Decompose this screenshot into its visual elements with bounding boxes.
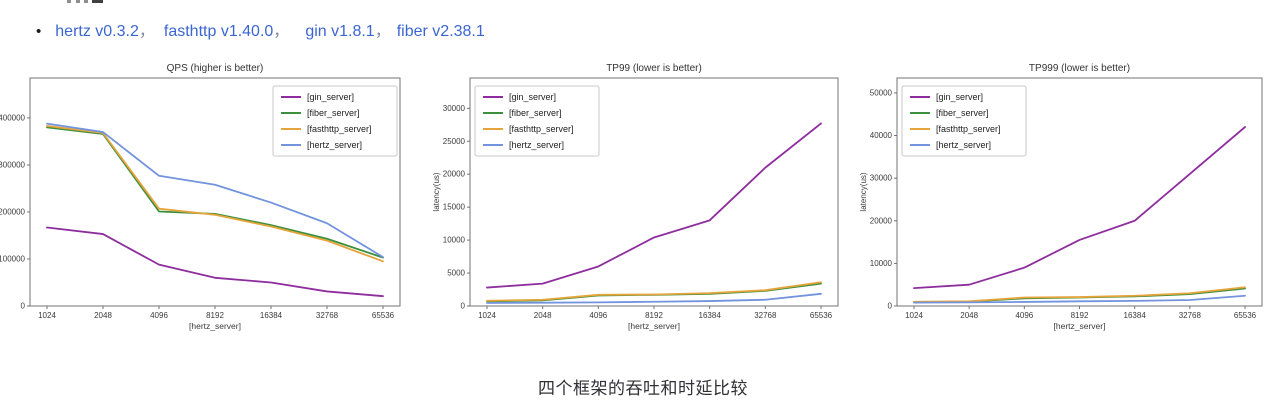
svg-text:65536: 65536 xyxy=(810,311,833,320)
svg-text:30000: 30000 xyxy=(870,174,893,183)
svg-text:32768: 32768 xyxy=(754,311,777,320)
benchmark-figure: QPS (higher is better) 0 100000 200000 30000… xyxy=(0,58,1280,348)
bullet-icon: • xyxy=(36,23,42,40)
clipped-glyph xyxy=(92,0,103,3)
svg-text:4096: 4096 xyxy=(1015,311,1033,320)
clipped-text-fragment xyxy=(0,0,140,4)
svg-text:[hertz_server]: [hertz_server] xyxy=(1054,321,1106,331)
svg-text:8192: 8192 xyxy=(206,311,224,320)
svg-text:[hertz_server]: [hertz_server] xyxy=(936,140,991,150)
svg-text:32768: 32768 xyxy=(1179,311,1202,320)
svg-text:[gin_server]: [gin_server] xyxy=(509,92,556,102)
svg-text:100000: 100000 xyxy=(0,254,26,263)
comma-separator: ， xyxy=(374,23,391,40)
clipped-glyph xyxy=(84,0,88,3)
link-hertz-version[interactable]: hertz v0.3.2 xyxy=(55,23,139,40)
svg-text:[gin_server]: [gin_server] xyxy=(307,92,354,102)
svg-text:50000: 50000 xyxy=(870,88,893,97)
svg-text:5000: 5000 xyxy=(447,269,465,278)
svg-text:2048: 2048 xyxy=(94,311,112,320)
svg-text:[gin_server]: [gin_server] xyxy=(936,92,983,102)
svg-text:16384: 16384 xyxy=(1124,311,1147,320)
svg-text:0: 0 xyxy=(888,302,893,311)
svg-text:40000: 40000 xyxy=(870,131,893,140)
svg-text:[fiber_server]: [fiber_server] xyxy=(307,108,360,118)
link-fiber-version[interactable]: fiber v2.38.1 xyxy=(396,23,485,40)
tp999-chart: TP999 (lower is better) 0 10000 20000 30000 4… xyxy=(856,58,1280,348)
qps-chart: QPS (higher is better) 0 100000 200000 30000… xyxy=(0,58,430,348)
svg-text:10000: 10000 xyxy=(870,259,893,268)
qps-chart-svg: QPS (higher is better) 0 100000 200000 30000… xyxy=(0,63,401,331)
tp99-chart-svg: TP99 (lower is better) 0 5000 10000 15000 200… xyxy=(432,63,839,331)
versions-list-item: • hertz v0.3.2， fasthttp v1.40.0， gin v1.8.… xyxy=(36,20,1270,44)
svg-text:4096: 4096 xyxy=(150,311,168,320)
svg-text:2048: 2048 xyxy=(534,311,552,320)
svg-text:1024: 1024 xyxy=(38,311,56,320)
svg-text:65536: 65536 xyxy=(1234,311,1257,320)
clipped-glyph xyxy=(76,0,80,3)
clipped-glyph xyxy=(67,0,71,3)
svg-text:[hertz_server]: [hertz_server] xyxy=(509,140,564,150)
svg-text:10000: 10000 xyxy=(443,236,466,245)
svg-text:32768: 32768 xyxy=(316,311,339,320)
svg-text:20000: 20000 xyxy=(870,216,893,225)
svg-text:0: 0 xyxy=(461,302,466,311)
svg-text:[fasthttp_server]: [fasthttp_server] xyxy=(936,124,1001,134)
svg-text:25000: 25000 xyxy=(443,137,466,146)
svg-text:TP99 (lower is better): TP99 (lower is better) xyxy=(606,63,702,74)
tp999-chart-svg: TP999 (lower is better) 0 10000 20000 30000 4… xyxy=(859,63,1263,331)
svg-text:30000: 30000 xyxy=(443,104,466,113)
link-fasthttp-version[interactable]: fasthttp v1.40.0 xyxy=(163,23,274,40)
svg-text:300000: 300000 xyxy=(0,160,26,169)
link-gin-version[interactable]: gin v1.8.1 xyxy=(305,23,375,40)
svg-text:8192: 8192 xyxy=(1071,311,1089,320)
svg-text:[fasthttp_server]: [fasthttp_server] xyxy=(509,124,574,134)
svg-text:16384: 16384 xyxy=(699,311,722,320)
svg-text:[fiber_server]: [fiber_server] xyxy=(509,108,562,118)
comma-separator: ， xyxy=(138,23,155,40)
comma-separator: ， xyxy=(273,23,290,40)
svg-text:[fasthttp_server]: [fasthttp_server] xyxy=(307,124,372,134)
svg-text:65536: 65536 xyxy=(372,311,395,320)
svg-text:[fiber_server]: [fiber_server] xyxy=(936,108,989,118)
svg-text:8192: 8192 xyxy=(645,311,663,320)
svg-text:1024: 1024 xyxy=(905,311,923,320)
svg-text:2048: 2048 xyxy=(960,311,978,320)
svg-text:[hertz_server]: [hertz_server] xyxy=(189,321,241,331)
svg-text:200000: 200000 xyxy=(0,207,26,216)
svg-text:TP999 (lower is better): TP999 (lower is better) xyxy=(1029,63,1130,74)
svg-text:latency(us): latency(us) xyxy=(859,172,868,211)
figure-caption: 四个框架的吞吐和时延比较 xyxy=(538,379,748,398)
svg-text:16384: 16384 xyxy=(260,311,283,320)
svg-text:[hertz_server]: [hertz_server] xyxy=(628,321,680,331)
svg-text:400000: 400000 xyxy=(0,113,26,122)
svg-text:0: 0 xyxy=(21,302,26,311)
svg-text:QPS (higher is better): QPS (higher is better) xyxy=(167,63,264,74)
svg-text:4096: 4096 xyxy=(589,311,607,320)
svg-text:1024: 1024 xyxy=(478,311,496,320)
svg-text:20000: 20000 xyxy=(443,170,466,179)
svg-text:15000: 15000 xyxy=(443,203,466,212)
svg-text:latency(us): latency(us) xyxy=(432,172,441,211)
tp99-chart: TP99 (lower is better) 0 5000 10000 15000 200… xyxy=(430,58,856,348)
svg-text:[hertz_server]: [hertz_server] xyxy=(307,140,362,150)
